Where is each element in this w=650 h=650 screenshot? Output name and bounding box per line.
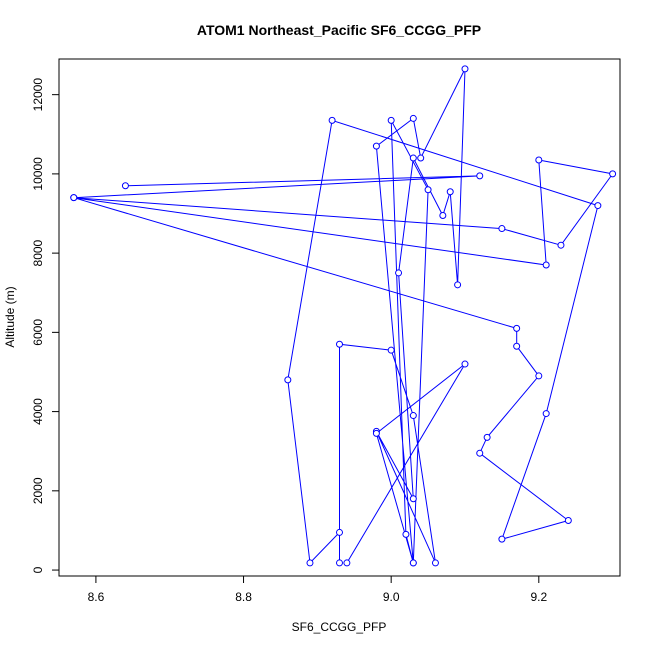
data-point xyxy=(513,324,521,332)
x-tick-label: 8.8 xyxy=(235,590,252,604)
y-axis-label: Altitude (m) xyxy=(3,286,17,347)
data-point xyxy=(609,170,617,178)
x-axis: 8.6 8.8 9.0 9.2 xyxy=(88,576,547,604)
data-point xyxy=(461,360,469,368)
data-point xyxy=(439,211,447,219)
y-tick-label: 10000 xyxy=(31,157,45,191)
data-point xyxy=(542,261,550,269)
x-axis-label: SF6_CCGG_PFP xyxy=(292,620,387,634)
data-point xyxy=(542,410,550,418)
data-point xyxy=(409,412,417,420)
series-line xyxy=(73,68,614,565)
x-tick-label: 9.2 xyxy=(530,590,547,604)
data-point xyxy=(409,559,417,567)
y-tick-label: 6000 xyxy=(31,319,45,346)
data-point xyxy=(372,142,380,150)
data-point xyxy=(535,372,543,380)
data-point xyxy=(409,114,417,122)
data-point xyxy=(121,182,129,190)
data-point xyxy=(343,559,351,567)
data-point xyxy=(284,376,292,384)
data-point xyxy=(557,241,565,249)
x-tick-label: 9.0 xyxy=(383,590,400,604)
data-point xyxy=(498,225,506,233)
data-point xyxy=(328,116,336,124)
data-point xyxy=(461,65,469,73)
data-point xyxy=(395,269,403,277)
y-tick-label: 8000 xyxy=(31,239,45,266)
data-point xyxy=(387,346,395,354)
data-point xyxy=(387,116,395,124)
y-tick-label: 4000 xyxy=(31,398,45,425)
data-point xyxy=(409,495,417,503)
plot-frame xyxy=(58,58,621,577)
data-point xyxy=(535,156,543,164)
data-point xyxy=(476,172,484,180)
data-point xyxy=(402,530,410,538)
data-point xyxy=(70,194,78,202)
x-tick-label: 8.6 xyxy=(88,590,105,604)
data-point xyxy=(483,433,491,441)
data-point xyxy=(498,535,506,543)
data-point xyxy=(306,559,314,567)
data-point xyxy=(513,342,521,350)
series-layer xyxy=(70,65,617,567)
data-point xyxy=(417,154,425,162)
data-point xyxy=(372,429,380,437)
data-point xyxy=(336,340,343,348)
y-axis: 0 2000 4000 6000 8000 10000 12000 xyxy=(31,78,59,573)
data-point xyxy=(476,449,484,457)
data-point xyxy=(336,559,343,567)
data-point xyxy=(409,154,417,162)
data-point xyxy=(431,559,439,567)
y-tick-label: 2000 xyxy=(31,477,45,504)
data-point xyxy=(336,528,343,536)
y-tick-label: 0 xyxy=(31,566,45,573)
data-point xyxy=(446,188,454,196)
data-point xyxy=(424,186,432,194)
y-tick-label: 12000 xyxy=(31,78,45,112)
chart-title: ATOM1 Northeast_Pacific SF6_CCGG_PFP xyxy=(197,22,481,38)
data-point xyxy=(564,517,572,525)
data-point xyxy=(454,281,462,289)
data-point xyxy=(594,202,602,210)
